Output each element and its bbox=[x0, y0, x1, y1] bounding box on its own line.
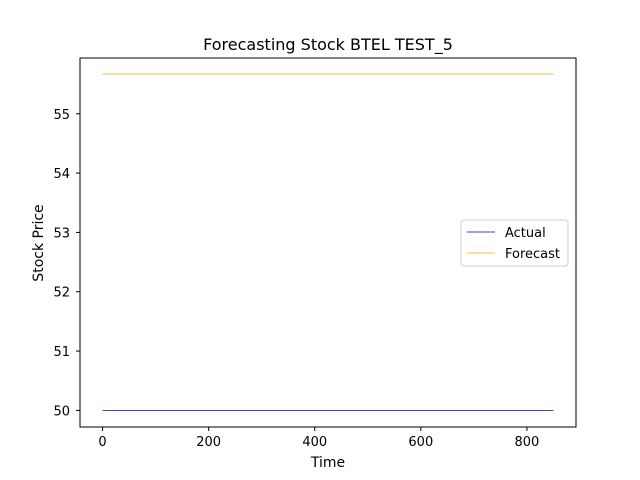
legend: Actual Forecast bbox=[460, 219, 569, 267]
x-axis-label: Time bbox=[310, 455, 345, 471]
y-tick-label: 52 bbox=[53, 286, 70, 301]
series-layer bbox=[102, 73, 554, 411]
y-tick-label: 53 bbox=[53, 226, 70, 241]
legend-box bbox=[460, 219, 569, 267]
x-tick-label: 600 bbox=[408, 435, 433, 450]
y-tick-label: 51 bbox=[53, 345, 70, 360]
y-tick-label: 50 bbox=[53, 404, 70, 419]
y-tick-label: 54 bbox=[53, 167, 70, 182]
legend-label-forecast: Forecast bbox=[505, 247, 560, 262]
chart-title: Forecasting Stock BTEL TEST_5 bbox=[203, 35, 453, 55]
legend-label-actual: Actual bbox=[505, 226, 546, 241]
y-tick-label: 55 bbox=[53, 108, 70, 123]
y-axis-label: Stock Price bbox=[31, 204, 47, 281]
x-tick-label: 400 bbox=[302, 435, 327, 450]
y-axis: 50 51 52 53 54 55 bbox=[53, 108, 80, 419]
plot-frame bbox=[79, 57, 577, 428]
plot-area bbox=[79, 57, 577, 428]
x-tick-label: 800 bbox=[515, 435, 540, 450]
x-tick-label: 200 bbox=[196, 435, 221, 450]
x-axis: 0 200 400 600 800 bbox=[98, 427, 539, 450]
x-tick-label: 0 bbox=[98, 435, 106, 450]
